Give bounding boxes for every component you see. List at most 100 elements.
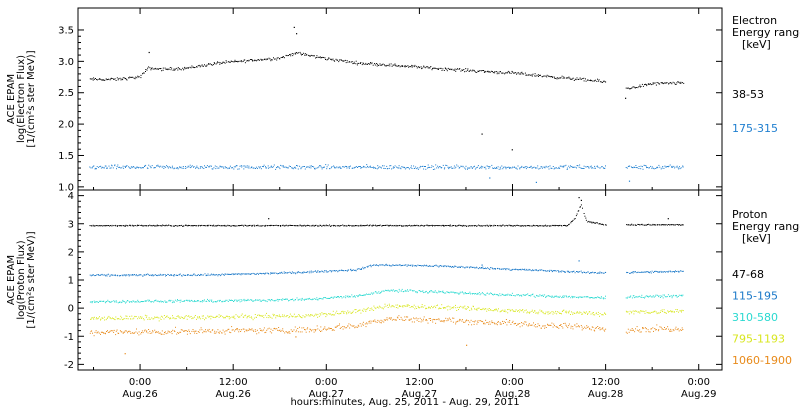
data-point bbox=[218, 225, 220, 227]
data-point bbox=[205, 329, 206, 331]
data-point bbox=[99, 225, 100, 227]
data-point bbox=[670, 310, 671, 312]
data-point bbox=[188, 315, 190, 317]
data-point bbox=[564, 77, 566, 79]
data-point bbox=[643, 311, 645, 313]
data-point bbox=[229, 165, 231, 167]
data-point bbox=[154, 167, 156, 169]
data-point bbox=[510, 225, 512, 227]
data-point bbox=[241, 273, 243, 275]
data-point bbox=[650, 83, 651, 85]
electron-ytick-label: 3.0 bbox=[58, 57, 74, 68]
data-point bbox=[340, 225, 342, 226]
data-point bbox=[307, 327, 309, 329]
data-point bbox=[564, 165, 566, 167]
data-point bbox=[585, 311, 587, 313]
data-point bbox=[633, 297, 635, 299]
data-point bbox=[120, 225, 122, 227]
data-point bbox=[241, 224, 243, 226]
data-point bbox=[265, 224, 267, 226]
data-point bbox=[193, 225, 194, 227]
data-point bbox=[456, 164, 458, 166]
data-point bbox=[565, 77, 567, 79]
data-point bbox=[346, 296, 348, 298]
data-point bbox=[148, 317, 150, 319]
data-point bbox=[222, 61, 224, 63]
data-point bbox=[507, 309, 509, 311]
data-point bbox=[664, 224, 665, 226]
data-point bbox=[474, 293, 475, 295]
data-point bbox=[399, 167, 401, 169]
data-point bbox=[635, 165, 637, 166]
data-point bbox=[366, 64, 368, 65]
data-point bbox=[304, 53, 306, 55]
data-point bbox=[510, 269, 512, 271]
data-point bbox=[467, 69, 469, 71]
data-point bbox=[125, 275, 127, 277]
data-point bbox=[592, 271, 594, 273]
data-point bbox=[374, 167, 376, 168]
data-point bbox=[347, 295, 349, 297]
data-point bbox=[202, 274, 204, 276]
data-point bbox=[342, 166, 344, 167]
data-point bbox=[533, 311, 535, 313]
data-point bbox=[544, 325, 546, 327]
data-point bbox=[258, 59, 260, 61]
data-point bbox=[409, 66, 411, 68]
data-point bbox=[553, 296, 555, 298]
data-point bbox=[560, 77, 562, 79]
data-point bbox=[299, 331, 301, 333]
data-point bbox=[457, 320, 459, 322]
data-point bbox=[379, 306, 381, 308]
data-point bbox=[378, 291, 380, 293]
data-point bbox=[245, 273, 247, 275]
data-point bbox=[116, 329, 118, 331]
data-point bbox=[154, 274, 156, 276]
data-point bbox=[409, 306, 411, 308]
data-point bbox=[438, 225, 440, 227]
data-point bbox=[427, 292, 429, 294]
data-point bbox=[480, 309, 482, 310]
data-point bbox=[93, 78, 95, 80]
data-point bbox=[402, 225, 404, 227]
data-point bbox=[305, 331, 307, 333]
data-point bbox=[562, 310, 564, 312]
data-point bbox=[472, 225, 474, 227]
data-point bbox=[232, 329, 234, 331]
data-point bbox=[412, 264, 414, 266]
data-point bbox=[335, 167, 337, 169]
data-point bbox=[511, 309, 513, 311]
data-point bbox=[526, 312, 528, 314]
data-point bbox=[590, 221, 592, 223]
data-point bbox=[503, 311, 505, 312]
data-point bbox=[488, 167, 490, 169]
data-point bbox=[189, 225, 191, 226]
data-point bbox=[445, 307, 447, 309]
data-point bbox=[345, 297, 347, 299]
data-point bbox=[562, 270, 564, 272]
data-point bbox=[604, 330, 606, 332]
data-point bbox=[200, 318, 202, 320]
data-point bbox=[544, 327, 546, 329]
data-point bbox=[666, 224, 668, 226]
data-point bbox=[371, 320, 373, 322]
data-point bbox=[362, 310, 364, 312]
data-point bbox=[503, 268, 505, 270]
data-point bbox=[90, 275, 92, 277]
data-point bbox=[112, 274, 114, 276]
data-point bbox=[95, 275, 97, 276]
data-point bbox=[157, 300, 159, 302]
data-point bbox=[212, 316, 214, 318]
data-point bbox=[573, 80, 575, 81]
data-point bbox=[273, 315, 274, 317]
data-point bbox=[649, 312, 651, 314]
data-point bbox=[198, 64, 200, 66]
data-point bbox=[294, 52, 296, 54]
data-point bbox=[667, 326, 669, 328]
data-point bbox=[101, 331, 103, 333]
data-point bbox=[658, 329, 660, 331]
data-point bbox=[593, 297, 595, 299]
data-point bbox=[279, 272, 281, 274]
data-point bbox=[466, 344, 468, 346]
data-point bbox=[534, 75, 536, 77]
